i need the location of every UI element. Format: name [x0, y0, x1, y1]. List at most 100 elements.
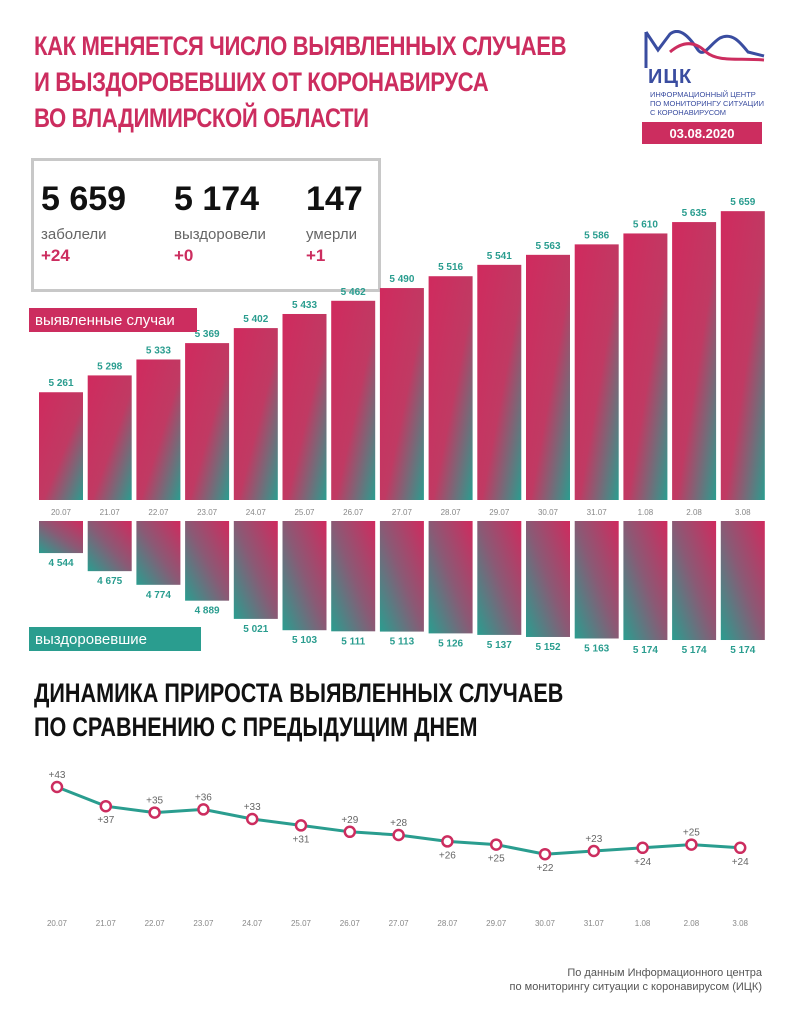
line-point	[245, 812, 259, 826]
stats-box: 5 659 заболели +24 5 174 выздоровели +0 …	[31, 158, 381, 292]
recovered-bar-label: 4 889	[195, 606, 220, 617]
logo-sub-line-1: ИНФОРМАЦИОННЫЙ ЦЕНТР	[650, 90, 756, 99]
title-line-3: ВО ВЛАДИМИРСКОЙ ОБЛАСТИ	[34, 103, 369, 133]
recovered-bar	[39, 521, 83, 554]
case-bar	[136, 359, 181, 500]
section-title-line-2: ПО СРАВНЕНИЮ С ПРЕДЫДУЩИМ ДНЕМ	[34, 712, 478, 742]
line-point	[148, 806, 161, 819]
date-tick-label: 20.07	[51, 508, 72, 517]
logo-sub-line-3: С КОРОНАВИРУСОМ	[650, 108, 727, 117]
date-tick-label: 28.07	[437, 919, 458, 928]
title-line-2: И ВЫЗДОРОВЕВШИХ ОТ КОРОНАВИРУСА	[34, 67, 489, 97]
logo-text: ИЦК	[648, 66, 693, 88]
recovered-bar	[185, 521, 230, 601]
date-tick-label: 20.07	[47, 919, 68, 928]
stat-delta: +24	[41, 246, 70, 265]
line-point-label: +43	[49, 770, 66, 781]
date-tick-label: 31.07	[584, 919, 605, 928]
date-tick-label: 29.07	[486, 919, 507, 928]
logo-icon	[644, 30, 765, 68]
date-tick-label: 25.07	[291, 919, 312, 928]
stat-value: 147	[306, 180, 363, 218]
recovered-bar-label: 4 774	[146, 590, 171, 601]
recovered-bar	[428, 521, 473, 634]
section-title: ДИНАМИКА ПРИРОСТА ВЫЯВЛЕННЫХ СЛУЧАЕВ ПО …	[34, 676, 563, 744]
date-tick-label: 31.07	[587, 508, 608, 517]
recovered-bar-label: 5 021	[243, 624, 268, 635]
line-point	[587, 844, 601, 858]
line-point-label: +28	[390, 818, 407, 829]
recovered-bar-label: 5 137	[487, 640, 512, 651]
line-point-label: +36	[195, 792, 212, 803]
line-point-label: +25	[683, 828, 700, 839]
date-tick-label: 21.07	[96, 919, 117, 928]
case-bar	[331, 300, 376, 500]
stat-cases: 5 659 заболели +24	[41, 179, 126, 267]
recovered-bar	[720, 521, 765, 641]
case-bar	[477, 264, 522, 500]
line-point-label: +33	[244, 802, 261, 813]
stat-label: выздоровели	[174, 226, 266, 243]
line-point-label: +22	[537, 863, 554, 874]
case-bar	[526, 254, 570, 500]
date-tick-label: 30.07	[538, 508, 559, 517]
line-point	[197, 803, 210, 816]
date-tick-label: 25.07	[294, 508, 315, 517]
case-bar	[282, 313, 327, 500]
recovered-bar-label: 5 113	[390, 637, 415, 648]
line-point	[636, 841, 649, 855]
line-point	[733, 841, 747, 855]
recovered-bar	[672, 521, 717, 641]
date-tick-label: 28.07	[441, 508, 462, 517]
date-tick-label: 23.07	[197, 508, 218, 517]
line-point-label: +24	[634, 857, 651, 868]
title-line-1: КАК МЕНЯЕТСЯ ЧИСЛО ВЫЯВЛЕННЫХ СЛУЧАЕВ	[34, 31, 567, 61]
logo-subtitle: ИНФОРМАЦИОННЫЙ ЦЕНТР ПО МОНИТОРИНГУ СИТУ…	[650, 90, 780, 117]
recovered-bar-label: 5 174	[633, 645, 658, 656]
case-bar-label: 5 610	[633, 219, 658, 230]
line-point	[50, 780, 64, 794]
line-point	[294, 819, 308, 832]
section-title-line-1: ДИНАМИКА ПРИРОСТА ВЫЯВЛЕННЫХ СЛУЧАЕВ	[34, 678, 564, 708]
case-bar	[574, 244, 619, 500]
line-point-label: +29	[341, 815, 358, 826]
source-line-2: по мониторингу ситуации с коронавирусом …	[509, 981, 762, 993]
line-point	[441, 835, 454, 848]
recovered-bar-label: 5 111	[341, 636, 365, 647]
line-point-label: +35	[146, 796, 163, 807]
logo-sub-line-2: ПО МОНИТОРИНГУ СИТУАЦИИ	[650, 99, 764, 108]
page-title: КАК МЕНЯЕТСЯ ЧИСЛО ВЫЯВЛЕННЫХ СЛУЧАЕВ И …	[34, 28, 567, 136]
case-bar	[672, 222, 717, 500]
recovered-bar	[477, 521, 522, 635]
line-point-label: +31	[293, 834, 310, 845]
source-line-1: По данным Информационного центра	[567, 967, 762, 979]
date-tick-label: 3.08	[735, 508, 751, 517]
case-bar-label: 5 369	[195, 329, 220, 340]
case-bar	[233, 328, 278, 500]
case-bar-label: 5 490	[389, 274, 414, 285]
case-bar-label: 5 433	[292, 300, 317, 311]
case-bar-label: 5 541	[487, 251, 512, 262]
date-badge: 03.08.2020	[642, 122, 762, 144]
date-tick-label: 1.08	[638, 508, 654, 517]
recovered-bar	[574, 521, 619, 639]
date-tick-label: 24.07	[242, 919, 263, 928]
case-bar-label: 5 516	[438, 262, 463, 273]
line-point-label: +25	[488, 854, 505, 865]
line-point	[392, 828, 405, 842]
line-point-label: +26	[439, 850, 456, 861]
date-tick-label: 27.07	[392, 508, 413, 517]
line-point	[489, 838, 503, 851]
recovered-bar	[233, 521, 278, 619]
date-tick-label: 3.08	[732, 919, 748, 928]
case-bar-label: 5 659	[730, 197, 755, 208]
case-bar	[185, 343, 230, 500]
recovered-bar-label: 5 174	[682, 645, 707, 656]
date-tick-label: 27.07	[389, 919, 410, 928]
date-tick-label: 1.08	[635, 919, 651, 928]
line-point	[538, 847, 552, 861]
line-point	[343, 825, 357, 839]
case-bar-label: 5 563	[535, 241, 560, 252]
stat-deaths: 147 умерли +1	[306, 179, 363, 267]
recovered-bar	[136, 521, 181, 585]
